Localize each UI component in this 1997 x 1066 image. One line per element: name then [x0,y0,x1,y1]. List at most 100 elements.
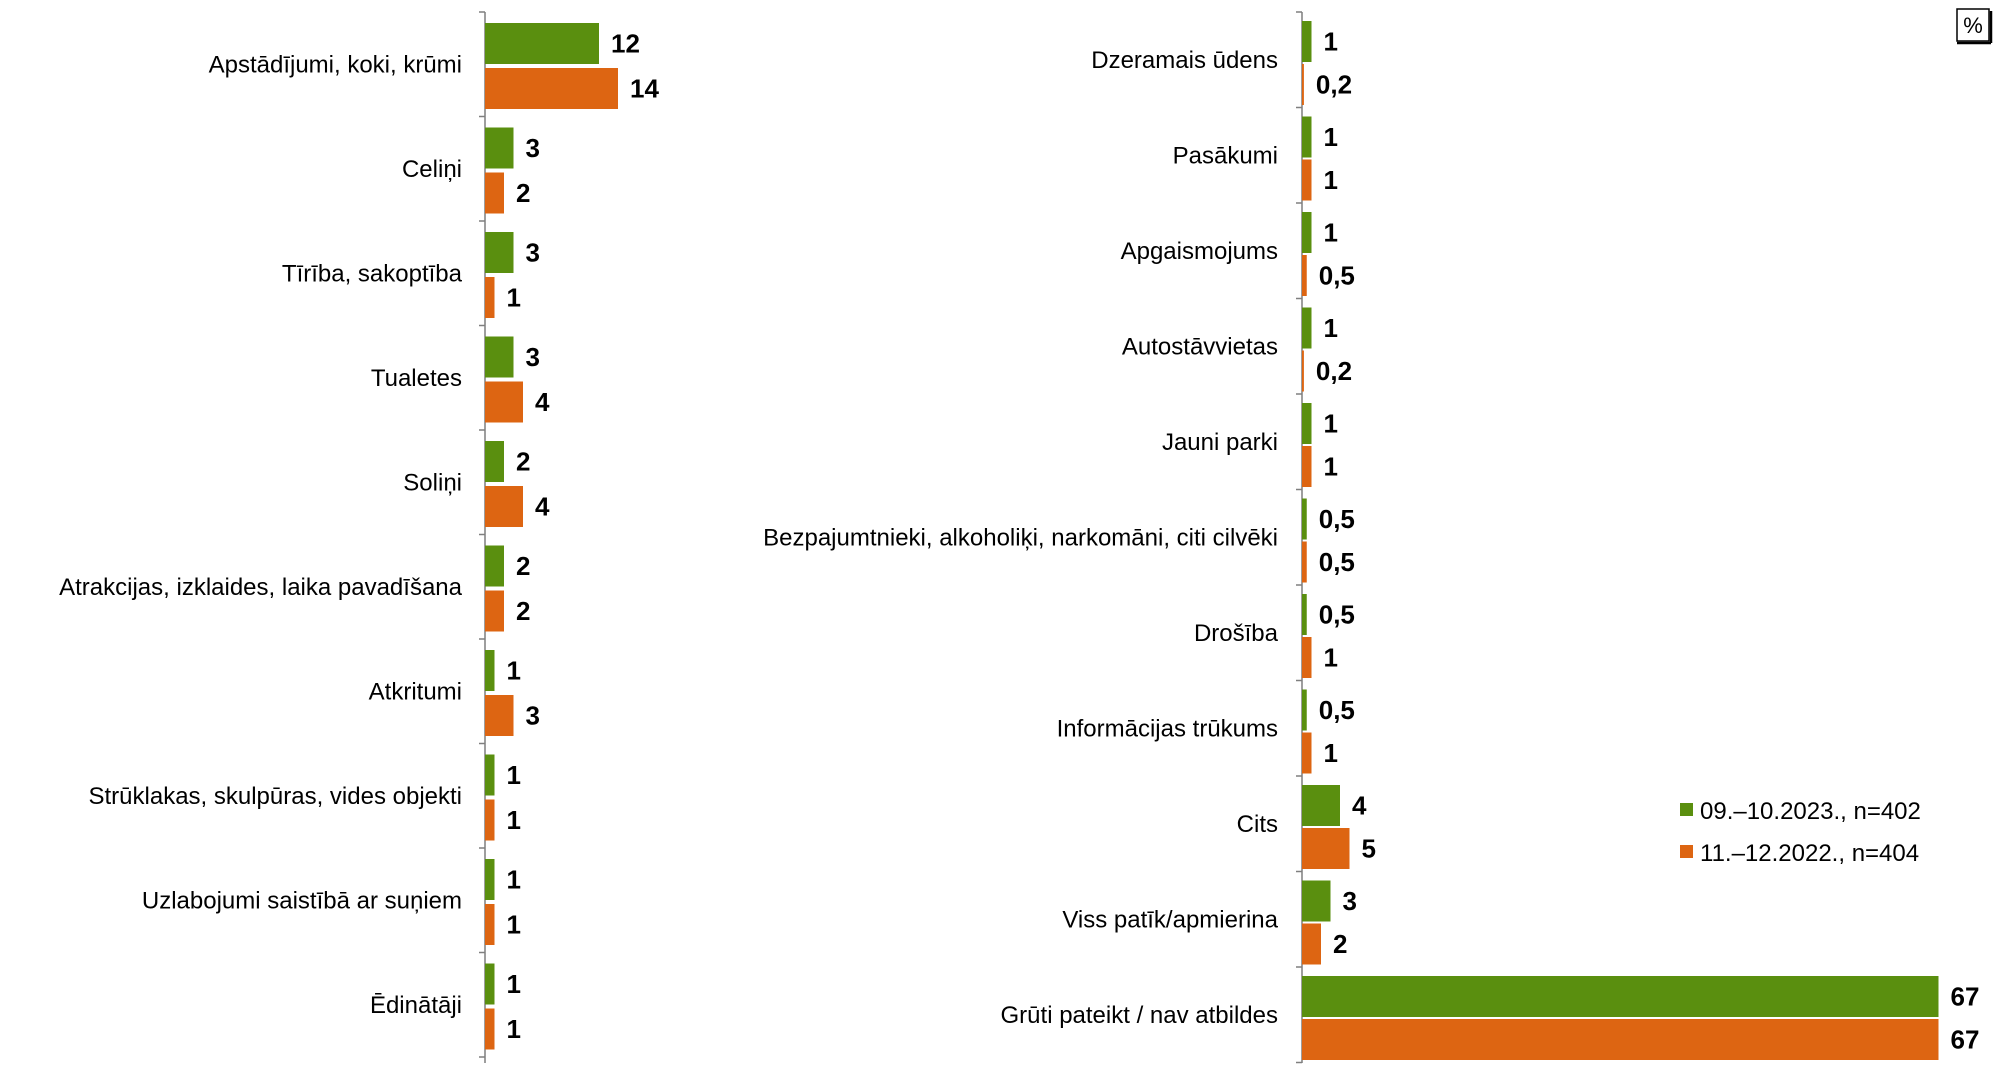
right-bar-2023 [1302,880,1331,922]
left-bar-2023 [485,754,495,796]
right-data-label: 4 [1352,791,1367,821]
right-bar-2023 [1302,498,1307,540]
right-category-label: Viss patīk/apmierina [1062,906,1278,933]
right-bar-2022 [1302,350,1304,392]
right-data-label: 0,2 [1316,356,1352,386]
right-data-label: 1 [1324,409,1338,439]
left-data-label: 12 [611,29,640,59]
right-bar-2022 [1302,732,1312,774]
right-bar-2022 [1302,159,1312,201]
right-data-label: 0,2 [1316,70,1352,100]
right-data-label: 1 [1324,452,1338,482]
left-bar-2023 [485,336,514,378]
right-bar-2023 [1302,689,1307,731]
legend: 09.–10.2023., n=402 11.–12.2022., n=404 [1680,798,1921,867]
right-category-label: Grūti pateikt / nav atbildes [1001,1002,1278,1029]
right-bar-2023 [1302,976,1939,1017]
right-data-label: 1 [1324,165,1338,195]
left-bar-2022 [485,904,495,945]
right-bar-2022 [1302,64,1304,105]
left-category-label: Atrakcijas, izklaides, laika pavadīšana [59,574,463,601]
left-data-label: 14 [630,74,659,104]
right-data-label: 0,5 [1319,547,1355,577]
right-category-label: Cits [1237,811,1278,838]
left-bar-2022 [485,486,523,527]
left-panel: Apstādījumi, koki, krūmi1214Celiņi32Tīrī… [59,11,659,1063]
left-bar-2023 [485,232,514,273]
left-bar-2023 [485,859,495,900]
left-category-label: Strūklakas, skulpūras, vides objekti [89,783,463,810]
legend-swatch-2023 [1680,803,1693,816]
right-data-label: 0,5 [1319,504,1355,534]
left-bar-2022 [485,590,504,632]
right-bar-2023 [1302,21,1312,62]
left-data-label: 2 [516,178,530,208]
left-category-label: Atkritumi [369,678,462,705]
left-category-label: Apstādījumi, koki, krūmi [209,51,462,78]
left-data-label: 3 [526,342,540,372]
legend-swatch-2022 [1680,845,1693,858]
left-bar-2022 [485,695,514,736]
left-category-label: Ēdinātāji [370,992,462,1019]
right-category-label: Jauni parki [1162,429,1278,456]
right-bar-2023 [1302,785,1340,826]
left-bar-2023 [485,127,514,169]
right-data-label: 1 [1324,218,1338,248]
right-bar-2023 [1302,594,1307,635]
right-data-label: 67 [1951,982,1980,1012]
left-data-label: 2 [516,596,530,626]
left-bar-2023 [485,963,495,1005]
left-category-label: Tualetes [371,365,462,392]
right-category-label: Bezpajumtnieki, alkoholiķi, narkomāni, c… [763,524,1278,551]
right-bar-2022 [1302,828,1350,869]
left-bar-2023 [485,23,599,64]
left-data-label: 4 [535,387,550,417]
right-category-label: Autostāvvietas [1122,333,1278,360]
right-bar-2023 [1302,116,1312,158]
left-data-label: 4 [535,492,550,522]
right-data-label: 0,5 [1319,600,1355,630]
left-data-label: 1 [507,805,521,835]
right-data-label: 1 [1324,122,1338,152]
right-data-label: 67 [1951,1025,1980,1055]
unit-box: % [1956,8,1993,45]
right-bar-2023 [1302,212,1312,253]
unit-label: % [1963,13,1983,38]
right-bar-2022 [1302,637,1312,678]
left-bar-2023 [485,441,504,482]
right-data-label: 1 [1324,738,1338,768]
left-bar-2022 [485,1008,495,1050]
left-data-label: 1 [507,283,521,313]
left-bar-2022 [485,172,504,214]
left-bar-2023 [485,650,495,691]
right-data-label: 0,5 [1319,695,1355,725]
left-category-label: Soliņi [403,469,462,496]
right-category-label: Drošība [1194,620,1279,647]
right-panel: Dzeramais ūdens 1 0,2 Pasākumi 1 1 Apgaismojum… [763,11,1980,1064]
left-category-label: Uzlabojumi saistībā ar suņiem [142,887,462,914]
left-data-label: 1 [507,760,521,790]
right-bar-2022 [1302,1019,1939,1060]
left-data-label: 3 [526,238,540,268]
right-bar-2022 [1302,255,1307,296]
legend-label-2022: 11.–12.2022., n=404 [1700,840,1919,867]
left-data-label: 2 [516,447,530,477]
left-data-label: 1 [507,910,521,940]
right-category-label: Pasākumi [1173,142,1278,169]
left-bar-2022 [485,381,523,423]
left-data-label: 1 [507,865,521,895]
left-data-label: 1 [507,1014,521,1044]
right-category-label: Dzeramais ūdens [1091,47,1278,74]
left-bar-2022 [485,68,618,109]
right-data-label: 1 [1324,313,1338,343]
right-bar-2022 [1302,923,1321,965]
right-data-label: 2 [1333,929,1347,959]
left-data-label: 1 [507,656,521,686]
left-data-label: 3 [526,701,540,731]
left-category-label: Celiņi [402,156,462,183]
right-bar-2022 [1302,446,1312,487]
right-data-label: 1 [1324,643,1338,673]
left-data-label: 2 [516,551,530,581]
right-bar-2022 [1302,541,1307,583]
